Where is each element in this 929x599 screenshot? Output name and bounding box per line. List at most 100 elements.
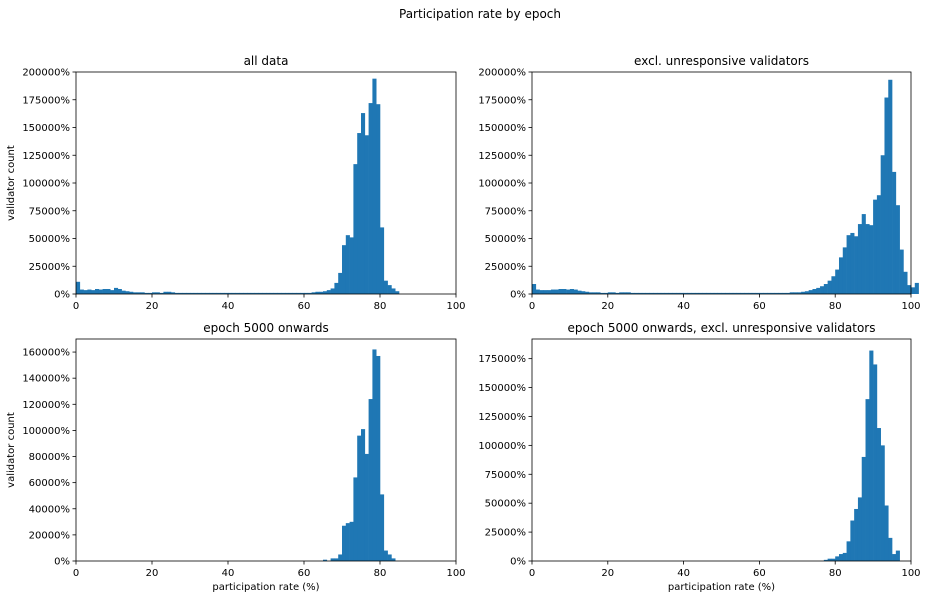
histogram-bar [239,292,244,294]
histogram-bar [857,497,863,561]
histogram-bar [311,292,316,294]
x-tick-label: 80 [374,301,387,312]
histogram-bar [823,559,828,561]
histogram-bar [831,558,836,561]
histogram-bar [861,214,866,294]
panel-title: epoch 5000 onwards, excl. unresponsive v… [568,321,876,335]
y-tick-label: 120000% [22,400,70,411]
histogram-bar [634,292,639,294]
x-tick-label: 0 [73,301,79,312]
y-tick-label: 100000% [478,441,526,452]
histogram-bar [349,521,354,561]
histogram-bars [823,350,900,562]
panel-epoch-5000-onwards: 0 20 40 60 80 100 0% 20000% 40000% 60000% 80000% 10… [6,321,466,593]
histogram-bar [380,494,385,561]
histogram-bar [865,399,870,562]
histogram-bar [205,292,210,294]
histogram-bar [789,292,794,294]
histogram-bar [102,289,107,294]
histogram-bar [619,292,624,294]
histogram-bar [349,237,354,294]
histogram-bar [857,224,863,294]
histogram-bar [338,554,343,561]
x-tick-label: 40 [222,568,235,579]
histogram-bar [812,289,817,294]
y-tick-label: 150000% [478,383,526,394]
histogram-bar [668,292,673,294]
histogram-bar [744,292,749,294]
histogram-bar [342,245,347,294]
histogram-bar [376,104,381,294]
histogram-bar [600,292,605,294]
histogram-bar [83,290,88,294]
x-tick-label: 80 [374,568,387,579]
histogram-bar [535,289,540,294]
histogram-bar [873,364,878,561]
histogram-bar [725,292,730,294]
histogram-bar [694,292,700,294]
histogram-bar [372,78,377,294]
histogram-bar [98,289,103,294]
histogram-bar [338,272,343,294]
histogram-bar [622,292,628,294]
histogram-bar [159,292,164,294]
histogram-bar [888,79,893,295]
histogram-bar [186,292,191,294]
histogram-bar [884,97,889,294]
histogram-bar [698,292,703,294]
histogram-bar [361,429,366,561]
histogram-bar [220,292,225,294]
histogram-bar [342,525,347,561]
histogram-bar [770,292,775,294]
histogram-bar [721,292,726,294]
histogram-bar [269,292,274,294]
histogram-bar [835,269,840,294]
histogram-bar [163,291,168,294]
histogram-bar [334,282,339,294]
histogram-bar [884,505,889,561]
histogram-bar [763,292,768,294]
histogram-bar [846,541,851,561]
x-tick-label: 0 [529,301,535,312]
histogram-bar [539,290,544,294]
histogram-bar [110,290,115,294]
y-tick-label: 25000% [485,262,526,273]
histogram-bar [899,249,904,294]
x-tick-label: 80 [829,568,842,579]
histogram-bar [357,435,362,561]
histogram-bar [212,292,217,294]
x-tick-label: 60 [753,568,766,579]
histogram-bars [323,349,396,561]
histogram-bar [95,289,100,294]
histogram-bar [543,290,548,294]
histogram-bar [364,453,369,561]
histogram-bar [861,456,866,561]
y-axis-label: validator count [6,412,17,488]
y-tick-label: 50000% [485,499,526,510]
histogram-bar [592,292,597,294]
panel-epoch-5000-excl-unresponsive: 0 20 40 60 80 100 0% 25000% 50000% 75000% 100000% 1… [478,321,920,593]
histogram-bar [266,292,271,294]
histogram-bar [129,291,134,294]
histogram-bar [277,292,282,294]
histogram-bar [197,292,202,294]
figure-title: Participation rate by epoch [399,7,561,21]
histogram-bar [106,289,111,294]
x-tick-label: 20 [601,568,614,579]
histogram-bar [330,288,335,294]
histogram-bar [167,291,172,294]
histogram-bar [383,550,388,561]
histogram-bar [835,556,840,562]
histogram-bar [664,292,669,294]
histogram-bar [785,292,791,294]
histogram-bar [736,292,741,294]
histogram-bar [174,292,179,294]
histogram-bar [304,292,309,294]
y-tick-label: 200000% [22,68,70,79]
histogram-bar [850,232,855,294]
histogram-bar [125,291,130,294]
histogram-bar [228,292,233,294]
histogram-bar [315,291,320,294]
histogram-bar [353,477,358,561]
